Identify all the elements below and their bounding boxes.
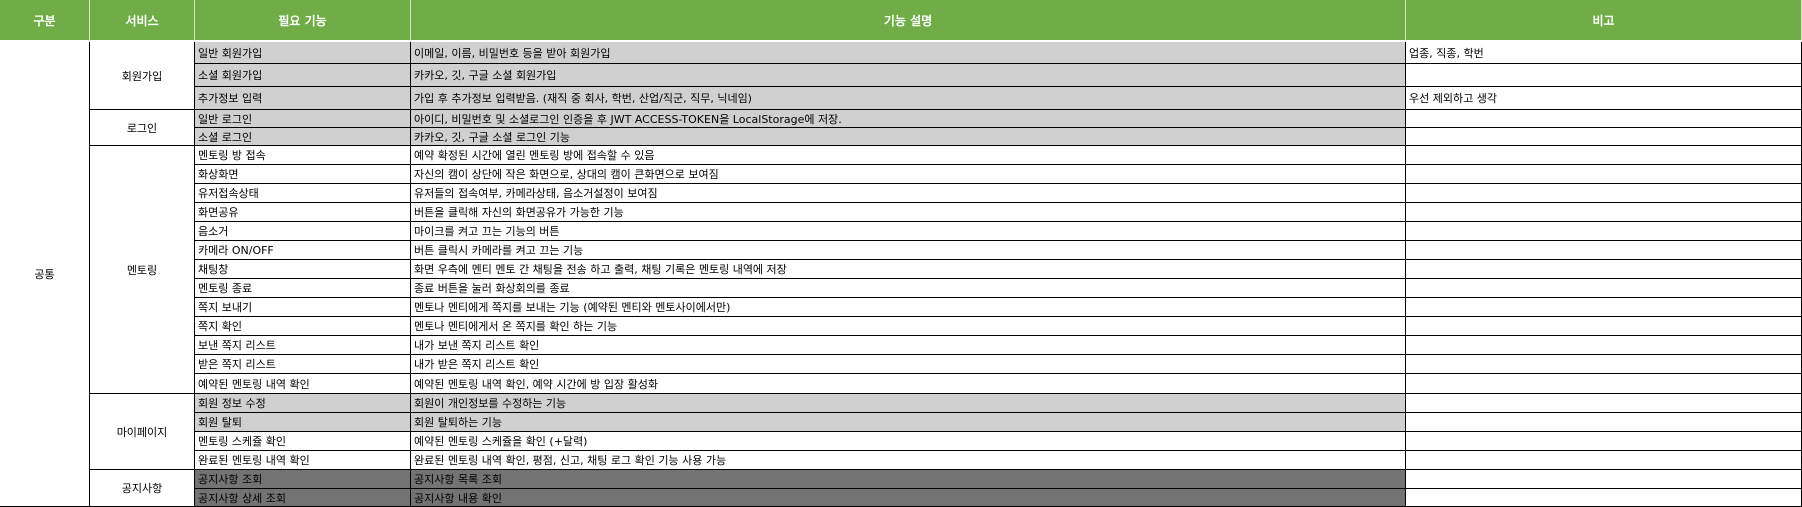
description-cell: 멘토나 멘티에게서 온 쪽지를 확인 하는 기능 [411, 317, 1406, 336]
feature-cell: 화상화면 [195, 165, 411, 184]
feature-cell: 공지사항 상세 조회 [195, 489, 411, 507]
note-cell [1406, 432, 1802, 451]
description-cell: 예약된 멘토링 내역 확인, 예약 시간에 방 입장 활성화 [411, 374, 1406, 394]
description-cell: 가입 후 추가정보 입력받음. (재직 중 회사, 학번, 산업/직군, 직무,… [411, 87, 1406, 110]
description-cell: 아이디, 비밀번호 및 소셜로그인 인증을 후 JWT ACCESS-TOKEN… [411, 110, 1406, 128]
description-cell: 공지사항 목록 조회 [411, 470, 1406, 489]
description-cell: 내가 받은 쪽지 리스트 확인 [411, 355, 1406, 374]
note-cell: 우선 제외하고 생각 [1406, 87, 1802, 110]
note-cell [1406, 260, 1802, 279]
note-cell [1406, 470, 1802, 489]
header-feature: 필요 기능 [195, 0, 411, 40]
feature-cell: 보낸 쪽지 리스트 [195, 336, 411, 355]
note-cell [1406, 317, 1802, 336]
note-cell [1406, 374, 1802, 394]
feature-cell: 받은 쪽지 리스트 [195, 355, 411, 374]
feature-cell: 소셜 로그인 [195, 128, 411, 146]
feature-cell: 음소거 [195, 222, 411, 241]
note-cell [1406, 489, 1802, 507]
description-cell: 유저들의 접속여부, 카메라상태, 음소거설정이 보여짐 [411, 184, 1406, 203]
note-cell [1406, 413, 1802, 432]
note-cell [1406, 110, 1802, 128]
description-cell: 자신의 캠이 상단에 작은 화면으로, 상대의 캠이 큰화면으로 보여짐 [411, 165, 1406, 184]
feature-cell: 회원 탈퇴 [195, 413, 411, 432]
note-cell [1406, 222, 1802, 241]
description-cell: 완료된 멘토링 내역 확인, 평점, 신고, 채팅 로그 확인 기능 사용 가능 [411, 451, 1406, 470]
description-cell: 버튼을 클릭해 자신의 화면공유가 가능한 기능 [411, 203, 1406, 222]
note-cell [1406, 336, 1802, 355]
description-cell: 카카오, 깃, 구글 소셜 회원가입 [411, 64, 1406, 87]
note-cell [1406, 184, 1802, 203]
header-note: 비고 [1406, 0, 1802, 40]
description-cell: 이메일, 이름, 비밀번호 등을 받아 회원가입 [411, 42, 1406, 64]
description-cell: 회원 탈퇴하는 기능 [411, 413, 1406, 432]
service-notice: 공지사항 [90, 470, 195, 507]
note-cell [1406, 298, 1802, 317]
header-description: 기능 설명 [411, 0, 1406, 40]
description-cell: 마이크를 켜고 끄는 기능의 버튼 [411, 222, 1406, 241]
feature-cell: 쪽지 확인 [195, 317, 411, 336]
description-cell: 회원이 개인정보를 수정하는 기능 [411, 394, 1406, 413]
service-login: 로그인 [90, 110, 195, 146]
feature-cell: 예약된 멘토링 내역 확인 [195, 374, 411, 394]
description-cell: 예약된 멘토링 스케쥴을 확인 (+달력) [411, 432, 1406, 451]
note-cell [1406, 146, 1802, 165]
feature-cell: 완료된 멘토링 내역 확인 [195, 451, 411, 470]
feature-cell: 쪽지 보내기 [195, 298, 411, 317]
note-cell [1406, 165, 1802, 184]
note-cell [1406, 394, 1802, 413]
description-cell: 공지사항 내용 확인 [411, 489, 1406, 507]
note-cell [1406, 128, 1802, 146]
service-mypage: 마이페이지 [90, 394, 195, 470]
description-cell: 화면 우측에 멘티 멘토 간 채팅을 전송 하고 출력, 채팅 기록은 멘토링 … [411, 260, 1406, 279]
note-cell [1406, 241, 1802, 260]
description-cell: 예약 확정된 시간에 열린 멘토링 방에 접속할 수 있음 [411, 146, 1406, 165]
feature-cell: 추가정보 입력 [195, 87, 411, 110]
description-cell: 종료 버튼을 눌러 화상회의를 종료 [411, 279, 1406, 298]
header-category: 구분 [0, 0, 90, 40]
description-cell: 멘토나 멘티에게 쪽지를 보내는 기능 (예약된 멘티와 멘토사이에서만) [411, 298, 1406, 317]
note-cell [1406, 279, 1802, 298]
feature-cell: 공지사항 조회 [195, 470, 411, 489]
note-cell [1406, 203, 1802, 222]
service-signup: 회원가입 [90, 42, 195, 110]
service-mentoring: 멘토링 [90, 146, 195, 394]
description-cell: 버튼 클릭시 카메라를 켜고 끄는 기능 [411, 241, 1406, 260]
note-cell: 업종, 직종, 학번 [1406, 42, 1802, 64]
feature-cell: 회원 정보 수정 [195, 394, 411, 413]
note-cell [1406, 451, 1802, 470]
description-cell: 카카오, 깃, 구글 소셜 로그인 기능 [411, 128, 1406, 146]
feature-cell: 유저접속상태 [195, 184, 411, 203]
feature-cell: 일반 로그인 [195, 110, 411, 128]
feature-cell: 일반 회원가입 [195, 42, 411, 64]
note-cell [1406, 64, 1802, 87]
header-service: 서비스 [90, 0, 195, 40]
feature-cell: 소셜 회원가입 [195, 64, 411, 87]
feature-cell: 멘토링 종료 [195, 279, 411, 298]
feature-cell: 채팅창 [195, 260, 411, 279]
feature-cell: 멘토링 스케쥴 확인 [195, 432, 411, 451]
feature-cell: 화면공유 [195, 203, 411, 222]
category-common: 공통 [0, 42, 90, 507]
description-cell: 내가 보낸 쪽지 리스트 확인 [411, 336, 1406, 355]
feature-cell: 카메라 ON/OFF [195, 241, 411, 260]
feature-cell: 멘토링 방 접속 [195, 146, 411, 165]
note-cell [1406, 355, 1802, 374]
